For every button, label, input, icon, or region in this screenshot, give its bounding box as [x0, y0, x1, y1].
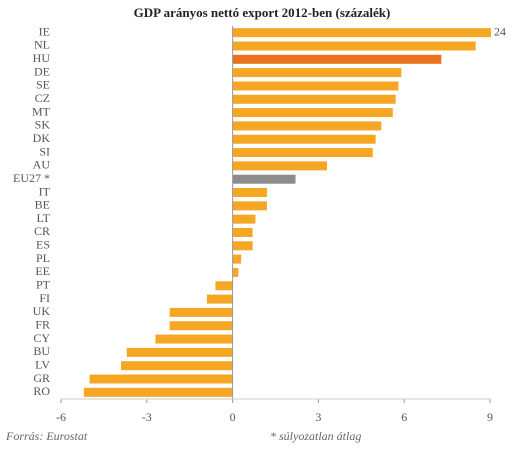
- x-tick-label: -6: [56, 410, 66, 424]
- y-tick-label: FR: [35, 317, 50, 331]
- x-tick-label: 6: [401, 410, 407, 424]
- x-tick-label: 9: [487, 410, 493, 424]
- bar: [126, 347, 233, 357]
- bar: [232, 121, 382, 131]
- y-tick-label: EE: [35, 264, 50, 278]
- y-tick-label: UK: [33, 304, 51, 318]
- y-tick-label: CZ: [35, 91, 50, 105]
- bar: [155, 334, 233, 344]
- y-tick-label: SK: [35, 118, 51, 132]
- y-tick-label: BE: [35, 198, 50, 212]
- y-tick-label: GR: [33, 371, 50, 385]
- bar: [232, 174, 296, 184]
- bar: [232, 267, 239, 277]
- chart-title: GDP arányos nettó export 2012-ben (száza…: [134, 5, 391, 20]
- y-tick-label: RO: [33, 384, 50, 398]
- bar: [232, 81, 399, 91]
- bar: [232, 227, 253, 237]
- y-tick-label: ES: [36, 238, 50, 252]
- x-tick-label: -3: [142, 410, 152, 424]
- bar: [232, 201, 267, 211]
- y-tick-label: MT: [32, 104, 51, 118]
- bar: [232, 108, 393, 118]
- y-tick-label: AU: [33, 158, 51, 172]
- bar: [232, 214, 256, 224]
- bar: [232, 28, 491, 38]
- bar: [232, 94, 396, 104]
- note: * súlyozatlan átlag: [270, 429, 361, 443]
- x-tick-label: 3: [315, 410, 321, 424]
- bar: [232, 134, 376, 144]
- bar: [206, 294, 233, 304]
- plot-area: [83, 28, 491, 397]
- y-tick-label: IE: [39, 24, 50, 38]
- bar: [232, 68, 402, 78]
- y-tick-label: IT: [39, 184, 51, 198]
- y-tick-label: EU27 *: [13, 171, 50, 185]
- bar: [121, 361, 233, 371]
- y-tick-label: CY: [33, 331, 50, 345]
- y-tick-label: FI: [39, 291, 50, 305]
- bar: [232, 41, 476, 51]
- y-tick-label: NL: [34, 38, 50, 52]
- bar: [232, 161, 327, 171]
- bar: [89, 374, 233, 384]
- bar: [215, 281, 233, 291]
- x-tick-label: 0: [230, 410, 236, 424]
- y-tick-label: CR: [34, 224, 50, 238]
- y-tick-label: HU: [33, 51, 51, 65]
- y-tick-label: DK: [33, 131, 51, 145]
- bar: [83, 387, 233, 397]
- source: Forrás: Eurostat: [5, 429, 88, 443]
- y-tick-label: PT: [36, 278, 51, 292]
- value-label: 24: [494, 24, 506, 38]
- bar: [232, 241, 253, 251]
- bar: [232, 254, 242, 264]
- bar: [169, 321, 233, 331]
- bar: [232, 148, 373, 158]
- y-tick-label: PL: [36, 251, 50, 265]
- y-tick-label: BU: [33, 344, 50, 358]
- y-tick-label: SI: [39, 144, 50, 158]
- bar: [232, 188, 267, 198]
- y-tick-label: DE: [34, 64, 50, 78]
- y-tick-label: SE: [36, 78, 50, 92]
- y-tick-label: LV: [35, 357, 50, 371]
- bar: [169, 307, 233, 317]
- y-tick-label: LT: [36, 211, 50, 225]
- bar: [232, 54, 442, 64]
